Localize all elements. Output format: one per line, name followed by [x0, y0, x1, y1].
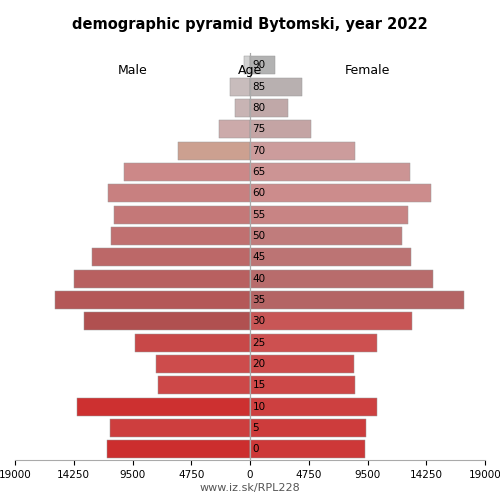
Text: 85: 85 — [252, 82, 266, 92]
Bar — [84, 312, 250, 330]
Text: 90: 90 — [252, 60, 266, 70]
Bar — [250, 291, 464, 309]
Text: 40: 40 — [252, 274, 266, 283]
Bar — [219, 120, 250, 138]
Text: 5: 5 — [252, 423, 259, 433]
Text: demographic pyramid Bytomski, year 2022: demographic pyramid Bytomski, year 2022 — [72, 18, 428, 32]
Bar — [114, 206, 250, 224]
Text: 65: 65 — [252, 167, 266, 177]
Bar — [110, 419, 250, 437]
Text: 45: 45 — [252, 252, 266, 262]
Bar — [74, 270, 250, 287]
Bar — [112, 227, 250, 245]
Text: 70: 70 — [252, 146, 266, 156]
Bar — [250, 334, 378, 351]
Bar — [135, 334, 250, 351]
Bar — [250, 56, 274, 74]
Bar — [250, 120, 310, 138]
Bar — [250, 184, 430, 202]
Bar — [250, 312, 412, 330]
Bar — [244, 56, 250, 74]
Text: 60: 60 — [252, 188, 266, 198]
Bar — [250, 270, 433, 287]
Bar — [250, 355, 354, 373]
Text: 50: 50 — [252, 231, 266, 241]
Bar — [250, 227, 402, 245]
Bar — [158, 376, 250, 394]
Bar — [156, 355, 250, 373]
Text: 55: 55 — [252, 210, 266, 220]
Bar — [92, 248, 250, 266]
Text: 80: 80 — [252, 103, 266, 113]
Bar — [108, 184, 250, 202]
Bar — [235, 99, 250, 117]
Bar — [250, 419, 366, 437]
Text: 30: 30 — [252, 316, 266, 326]
Text: 35: 35 — [252, 295, 266, 305]
Bar — [250, 78, 302, 96]
Bar — [124, 163, 250, 181]
Text: 20: 20 — [252, 359, 266, 369]
Text: 75: 75 — [252, 124, 266, 134]
Bar — [230, 78, 250, 96]
Bar — [54, 291, 250, 309]
Text: 15: 15 — [252, 380, 266, 390]
Text: 25: 25 — [252, 338, 266, 347]
Bar — [250, 440, 365, 458]
Bar — [250, 248, 411, 266]
Bar — [250, 99, 288, 117]
Text: www.iz.sk/RPL228: www.iz.sk/RPL228 — [200, 484, 300, 494]
Text: 0: 0 — [252, 444, 259, 454]
Bar — [106, 440, 250, 458]
Text: Female: Female — [345, 64, 390, 78]
Bar — [250, 163, 410, 181]
Bar — [250, 398, 378, 415]
Bar — [77, 398, 250, 415]
Text: 10: 10 — [252, 402, 266, 411]
Bar — [178, 142, 250, 160]
Text: Age: Age — [238, 64, 262, 78]
Bar — [250, 142, 355, 160]
Text: Male: Male — [118, 64, 148, 78]
Bar — [250, 206, 408, 224]
Bar — [250, 376, 355, 394]
